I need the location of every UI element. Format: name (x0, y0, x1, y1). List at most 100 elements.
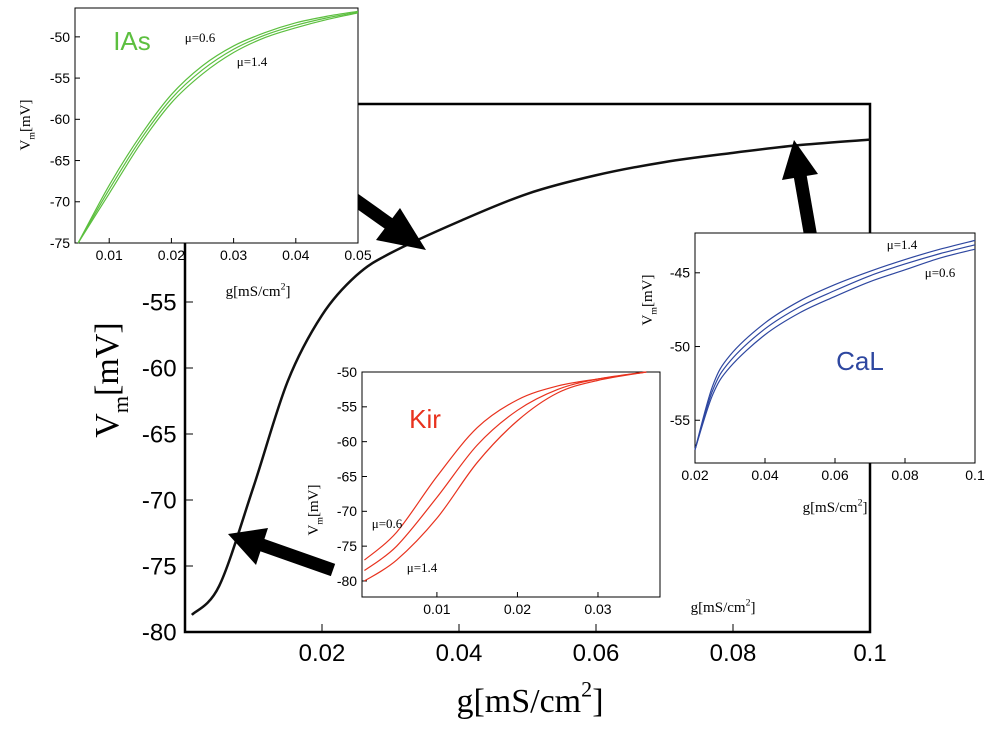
y-tick-label: -65 (50, 152, 70, 168)
inset: 0.01 0.02 0.03 0.04 0.05 -75 -70 -65 -60 -55 -50 g[… (18, 7, 372, 300)
y-tick-label: -80 (142, 619, 177, 646)
x-tick-label: 0.04 (751, 467, 778, 483)
x-tick-label: 0.02 (299, 640, 346, 667)
label-part: ] (592, 683, 603, 720)
x-axis-label: g[mS/cm2] (691, 597, 756, 616)
x-tick-label: 0.03 (584, 601, 611, 617)
x-tick-label: 0.05 (344, 247, 371, 263)
series-line (77, 10, 359, 244)
x-tick-label: 0.02 (158, 247, 185, 263)
x-tick-label: 0.04 (436, 640, 483, 667)
inset: 0.02 0.04 0.06 0.08 0.1 -55 -50 -45 g[mS/cm2] Vm[… (640, 232, 985, 516)
label-part: g[mS/cm (456, 683, 581, 720)
inset-title: IAs (113, 26, 151, 56)
series-line (77, 12, 359, 244)
x-tick-label: 0.08 (891, 467, 918, 483)
y-tick-label: -65 (142, 421, 177, 448)
plot-frame (694, 232, 976, 464)
label-part: g[mS/cm (691, 600, 746, 616)
annotation: μ=0.6 (185, 30, 216, 45)
annotation: μ=1.4 (237, 54, 268, 69)
arrow-head (782, 140, 818, 180)
x-tick-label: 0.01 (96, 247, 123, 263)
y-tick-label: -70 (337, 503, 357, 519)
arrow-shaft (259, 538, 336, 577)
y-tick-label: -75 (337, 538, 357, 554)
y-tick-label: -80 (337, 573, 357, 589)
label-part: [mV] (640, 275, 656, 308)
plot-frame (74, 7, 359, 244)
sub: m (649, 307, 660, 315)
x-tick-label: 0.08 (710, 640, 757, 667)
annotation: μ=1.4 (887, 237, 918, 252)
arrow-head (228, 528, 268, 565)
x-tick-label: 0.02 (504, 601, 531, 617)
inset-title: CaL (836, 346, 884, 376)
y-tick-label: -50 (50, 29, 70, 45)
label-part: V (306, 524, 322, 535)
annotation: μ=1.4 (407, 560, 438, 575)
label-part: [mV] (89, 322, 126, 396)
x-tick-label: 0.1 (965, 467, 985, 483)
label-part: [mV] (306, 485, 322, 518)
sub: m (27, 132, 38, 140)
y-tick-label: -60 (50, 111, 70, 127)
arrow-head (376, 208, 426, 250)
annotation: μ=0.6 (925, 265, 956, 280)
x-tick-label: 0.01 (423, 601, 450, 617)
sup: 2 (581, 677, 592, 702)
y-axis-label: Vm[mV] (640, 275, 660, 326)
plot-frame (361, 371, 661, 598)
y-tick-label: -60 (142, 355, 177, 382)
series-line (77, 11, 359, 244)
y-tick-label: -50 (670, 338, 690, 354)
series-line (364, 371, 647, 582)
series-line (364, 371, 647, 572)
x-axis-label: g[mS/cm2] (803, 497, 868, 516)
y-tick-label: -55 (50, 70, 70, 86)
series-line (694, 239, 976, 450)
annotation: μ=0.6 (372, 516, 403, 531)
y-tick-label: -55 (670, 412, 690, 428)
sub: m (315, 517, 326, 525)
sub: m (108, 396, 133, 413)
label-part: [mV] (18, 100, 34, 133)
x-tick-label: 0.03 (220, 247, 247, 263)
sup: 2 (746, 597, 751, 608)
x-tick-label: 0.1 (853, 640, 886, 667)
series-line (694, 244, 976, 450)
x-tick-label: 0.06 (573, 640, 620, 667)
x-tick-label: 0.02 (681, 467, 708, 483)
y-tick-label: -50 (337, 364, 357, 380)
x-tick-label: 0.04 (282, 247, 309, 263)
label-part: V (640, 314, 656, 325)
y-tick-label: -55 (337, 399, 357, 415)
y-axis-label: Vm[mV] (18, 100, 38, 151)
label-part: ] (285, 284, 290, 300)
series-line (694, 248, 976, 450)
label-part: V (89, 413, 126, 438)
y-tick-label: -70 (142, 487, 177, 514)
y-tick-label: -65 (337, 468, 357, 484)
inset-title: Kir (409, 404, 441, 434)
label-part: V (18, 139, 34, 150)
y-axis-label: Vm[mV] (89, 322, 133, 437)
y-tick-label: -75 (50, 235, 70, 251)
insets: 0.01 0.02 0.03 0.04 0.05 -75 -70 -65 -60 -55 -50 g[… (18, 7, 985, 617)
y-tick-label: -60 (337, 434, 357, 450)
y-tick-label: -45 (670, 265, 690, 281)
label-part: g[mS/cm (803, 500, 858, 516)
x-axis-label: g[mS/cm2] (456, 677, 603, 720)
y-tick-label: -70 (50, 194, 70, 210)
label-part: g[mS/cm (226, 284, 281, 300)
y-tick-label: -55 (142, 289, 177, 316)
y-tick-label: -75 (142, 553, 177, 580)
y-axis-label: Vm[mV] (306, 485, 326, 536)
sup: 2 (281, 281, 286, 292)
sup: 2 (858, 497, 863, 508)
x-tick-label: 0.06 (821, 467, 848, 483)
inset: 0.01 0.02 0.03 -80 -75 -70 -65 -60 -55 -50 g[mS/cm… (306, 364, 755, 617)
label-part: ] (750, 600, 755, 616)
